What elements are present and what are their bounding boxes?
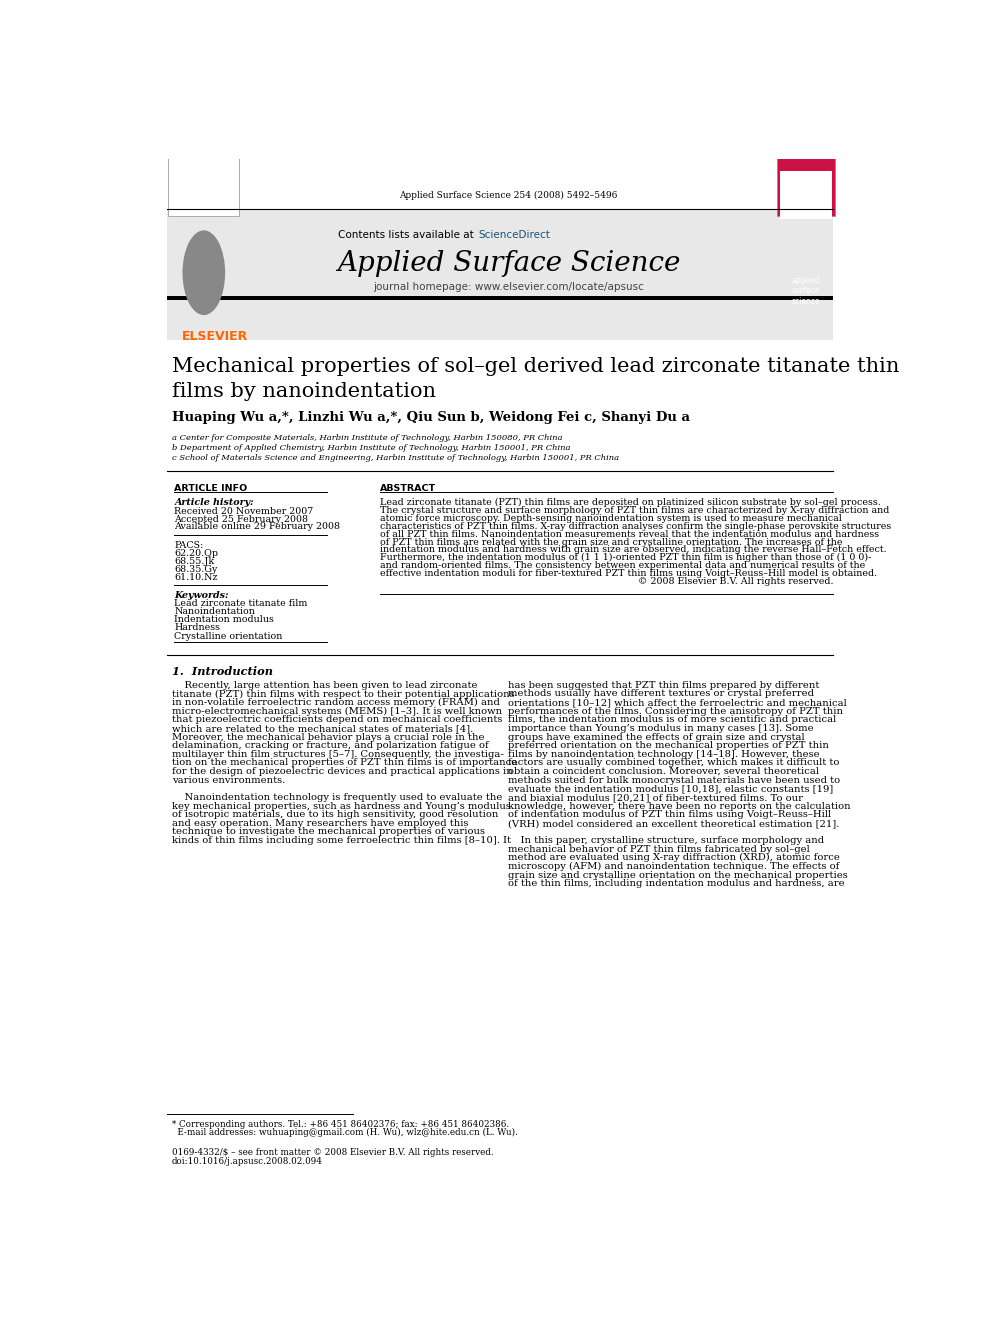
Text: 0169-4332/$ – see front matter © 2008 Elsevier B.V. All rights reserved.: 0169-4332/$ – see front matter © 2008 El… xyxy=(172,1148,494,1158)
Text: Hardness: Hardness xyxy=(175,623,220,632)
Text: effective indentation moduli for fiber-textured PZT thin films using Voigt–Reuss: effective indentation moduli for fiber-t… xyxy=(380,569,877,578)
Text: 1.  Introduction: 1. Introduction xyxy=(172,667,273,677)
Ellipse shape xyxy=(183,230,225,315)
Text: titanate (PZT) thin films with respect to their potential applications: titanate (PZT) thin films with respect t… xyxy=(172,689,515,699)
Text: of the thin films, including indentation modulus and hardness, are: of the thin films, including indentation… xyxy=(509,880,845,888)
Text: In this paper, crystalline structure, surface morphology and: In this paper, crystalline structure, su… xyxy=(509,836,824,845)
Text: key mechanical properties, such as hardness and Young’s modulus: key mechanical properties, such as hardn… xyxy=(172,802,511,811)
Text: of all PZT thin films. Nanoindentation measurements reveal that the indentation : of all PZT thin films. Nanoindentation m… xyxy=(380,529,879,538)
FancyBboxPatch shape xyxy=(169,91,239,216)
Text: mechanical behavior of PZT thin films fabricated by sol–gel: mechanical behavior of PZT thin films fa… xyxy=(509,844,810,853)
Text: Article history:: Article history: xyxy=(175,499,254,507)
FancyBboxPatch shape xyxy=(781,171,831,218)
Text: Contents lists available at: Contents lists available at xyxy=(337,230,476,239)
Text: method are evaluated using X-ray diffraction (XRD), atomic force: method are evaluated using X-ray diffrac… xyxy=(509,853,840,863)
Text: Accepted 25 February 2008: Accepted 25 February 2008 xyxy=(175,515,309,524)
Text: for the design of piezoelectric devices and practical applications in: for the design of piezoelectric devices … xyxy=(172,767,513,777)
Text: evaluate the indentation modulus [10,18], elastic constants [19]: evaluate the indentation modulus [10,18]… xyxy=(509,785,833,794)
Text: 68.35.Gy: 68.35.Gy xyxy=(175,565,218,574)
Text: that piezoelectric coefficients depend on mechanical coefficients: that piezoelectric coefficients depend o… xyxy=(172,716,502,724)
Text: methods suited for bulk monocrystal materials have been used to: methods suited for bulk monocrystal mate… xyxy=(509,775,840,785)
Text: applied
surface
science: applied surface science xyxy=(792,275,820,306)
Text: delamination, cracking or fracture, and polarization fatigue of: delamination, cracking or fracture, and … xyxy=(172,741,489,750)
Text: knowledge, however, there have been no reports on the calculation: knowledge, however, there have been no r… xyxy=(509,802,851,811)
Text: technique to investigate the mechanical properties of various: technique to investigate the mechanical … xyxy=(172,827,485,836)
Text: films, the indentation modulus is of more scientific and practical: films, the indentation modulus is of mor… xyxy=(509,716,836,724)
Text: indentation modulus and hardness with grain size are observed, indicating the re: indentation modulus and hardness with gr… xyxy=(380,545,887,554)
Text: Lead zirconate titanate (PZT) thin films are deposited on platinized silicon sub: Lead zirconate titanate (PZT) thin films… xyxy=(380,499,881,508)
Text: ARTICLE INFO: ARTICLE INFO xyxy=(175,484,248,492)
Text: characteristics of PZT thin films. X-ray diffraction analyses confirm the single: characteristics of PZT thin films. X-ray… xyxy=(380,521,891,531)
FancyBboxPatch shape xyxy=(778,131,834,216)
Text: Received 20 November 2007: Received 20 November 2007 xyxy=(175,507,313,516)
Text: 68.55.Jk: 68.55.Jk xyxy=(175,557,214,566)
Text: multilayer thin film structures [5–7]. Consequently, the investiga-: multilayer thin film structures [5–7]. C… xyxy=(172,750,504,759)
Text: 61.10.Nz: 61.10.Nz xyxy=(175,573,218,582)
Text: c School of Materials Science and Engineering, Harbin Institute of Technology, H: c School of Materials Science and Engine… xyxy=(172,454,619,463)
Text: Available online 29 February 2008: Available online 29 February 2008 xyxy=(175,523,340,532)
Text: Nanoindentation: Nanoindentation xyxy=(175,607,255,617)
Text: 62.20.Qp: 62.20.Qp xyxy=(175,549,218,558)
Text: (VRH) model considered an excellent theoretical estimation [21].: (VRH) model considered an excellent theo… xyxy=(509,819,840,828)
Text: Huaping Wu a,*, Linzhi Wu a,*, Qiu Sun b, Weidong Fei c, Shanyi Du a: Huaping Wu a,*, Linzhi Wu a,*, Qiu Sun b… xyxy=(172,411,690,425)
Text: Applied Surface Science: Applied Surface Science xyxy=(336,250,681,277)
Text: films by nanoindentation: films by nanoindentation xyxy=(172,382,436,401)
Text: Mechanical properties of sol–gel derived lead zirconate titanate thin: Mechanical properties of sol–gel derived… xyxy=(172,357,900,377)
Text: The crystal structure and surface morphology of PZT thin films are characterized: The crystal structure and surface morpho… xyxy=(380,507,889,515)
Text: various environments.: various environments. xyxy=(172,775,286,785)
Text: films by nanoindentation technology [14–18]. However, these: films by nanoindentation technology [14–… xyxy=(509,750,820,759)
Text: tion on the mechanical properties of PZT thin films is of importance: tion on the mechanical properties of PZT… xyxy=(172,758,517,767)
Text: groups have examined the effects of grain size and crystal: groups have examined the effects of grai… xyxy=(509,733,806,742)
Text: atomic force microscopy. Depth-sensing nanoindentation system is used to measure: atomic force microscopy. Depth-sensing n… xyxy=(380,515,841,523)
Text: PACS:: PACS: xyxy=(175,541,203,549)
Text: orientations [10–12] which affect the ferroelectric and mechanical: orientations [10–12] which affect the fe… xyxy=(509,699,847,706)
Text: ELSEVIER: ELSEVIER xyxy=(183,329,248,343)
Text: factors are usually combined together, which makes it difficult to: factors are usually combined together, w… xyxy=(509,758,840,767)
Text: doi:10.1016/j.apsusc.2008.02.094: doi:10.1016/j.apsusc.2008.02.094 xyxy=(172,1156,323,1166)
Text: Applied Surface Science 254 (2008) 5492–5496: Applied Surface Science 254 (2008) 5492–… xyxy=(399,191,618,200)
Text: importance than Young’s modulus in many cases [13]. Some: importance than Young’s modulus in many … xyxy=(509,724,814,733)
Text: E-mail addresses: wuhuaping@gmail.com (H. Wu), wlz@hite.edu.cn (L. Wu).: E-mail addresses: wuhuaping@gmail.com (H… xyxy=(172,1129,518,1138)
Text: ScienceDirect: ScienceDirect xyxy=(478,230,550,239)
Text: Lead zirconate titanate film: Lead zirconate titanate film xyxy=(175,599,308,609)
Text: Furthermore, the indentation modulus of (1 1 1)-oriented PZT thin film is higher: Furthermore, the indentation modulus of … xyxy=(380,553,871,562)
Text: and random-oriented films. The consistency between experimental data and numeric: and random-oriented films. The consisten… xyxy=(380,561,865,570)
Text: kinds of thin films including some ferroelectric thin films [8–10]. It: kinds of thin films including some ferro… xyxy=(172,836,511,845)
FancyBboxPatch shape xyxy=(167,209,833,340)
FancyBboxPatch shape xyxy=(167,296,833,300)
Text: Crystalline orientation: Crystalline orientation xyxy=(175,631,283,640)
Text: obtain a coincident conclusion. Moreover, several theoretical: obtain a coincident conclusion. Moreover… xyxy=(509,767,819,777)
Text: methods usually have different textures or crystal preferred: methods usually have different textures … xyxy=(509,689,814,699)
Text: micro-electromechanical systems (MEMS) [1–3]. It is well known: micro-electromechanical systems (MEMS) [… xyxy=(172,706,502,716)
Text: and easy operation. Many researchers have employed this: and easy operation. Many researchers hav… xyxy=(172,819,468,828)
Text: grain size and crystalline orientation on the mechanical properties: grain size and crystalline orientation o… xyxy=(509,871,848,880)
Text: ABSTRACT: ABSTRACT xyxy=(380,484,435,492)
Text: microscopy (AFM) and nanoindentation technique. The effects of: microscopy (AFM) and nanoindentation tec… xyxy=(509,861,840,871)
Text: Keywords:: Keywords: xyxy=(175,591,229,599)
Text: Recently, large attention has been given to lead zirconate: Recently, large attention has been given… xyxy=(172,681,477,689)
Text: and biaxial modulus [20,21] of fiber-textured films. To our: and biaxial modulus [20,21] of fiber-tex… xyxy=(509,792,804,802)
Text: has been suggested that PZT thin films prepared by different: has been suggested that PZT thin films p… xyxy=(509,681,819,689)
Text: performances of the films. Considering the anisotropy of PZT thin: performances of the films. Considering t… xyxy=(509,706,843,716)
Text: of indentation modulus of PZT thin films using Voigt–Reuss–Hill: of indentation modulus of PZT thin films… xyxy=(509,810,831,819)
Text: in non-volatile ferroelectric random access memory (FRAM) and: in non-volatile ferroelectric random acc… xyxy=(172,699,500,708)
Text: b Department of Applied Chemistry, Harbin Institute of Technology, Harbin 150001: b Department of Applied Chemistry, Harbi… xyxy=(172,445,570,452)
Text: © 2008 Elsevier B.V. All rights reserved.: © 2008 Elsevier B.V. All rights reserved… xyxy=(638,577,833,586)
Text: which are related to the mechanical states of materials [4].: which are related to the mechanical stat… xyxy=(172,724,473,733)
Text: a Center for Composite Materials, Harbin Institute of Technology, Harbin 150080,: a Center for Composite Materials, Harbin… xyxy=(172,434,562,442)
Text: of isotropic materials, due to its high sensitivity, good resolution: of isotropic materials, due to its high … xyxy=(172,810,498,819)
Text: preferred orientation on the mechanical properties of PZT thin: preferred orientation on the mechanical … xyxy=(509,741,829,750)
Text: Nanoindentation technology is frequently used to evaluate the: Nanoindentation technology is frequently… xyxy=(172,792,502,802)
Text: journal homepage: www.elsevier.com/locate/apsusc: journal homepage: www.elsevier.com/locat… xyxy=(373,282,644,292)
Text: * Corresponding authors. Tel.: +86 451 86402376; fax: +86 451 86402386.: * Corresponding authors. Tel.: +86 451 8… xyxy=(172,1119,509,1129)
Text: Indentation modulus: Indentation modulus xyxy=(175,615,274,624)
Text: of PZT thin films are related with the grain size and crystalline orientation. T: of PZT thin films are related with the g… xyxy=(380,537,842,546)
Text: Moreover, the mechanical behavior plays a crucial role in the: Moreover, the mechanical behavior plays … xyxy=(172,733,484,742)
